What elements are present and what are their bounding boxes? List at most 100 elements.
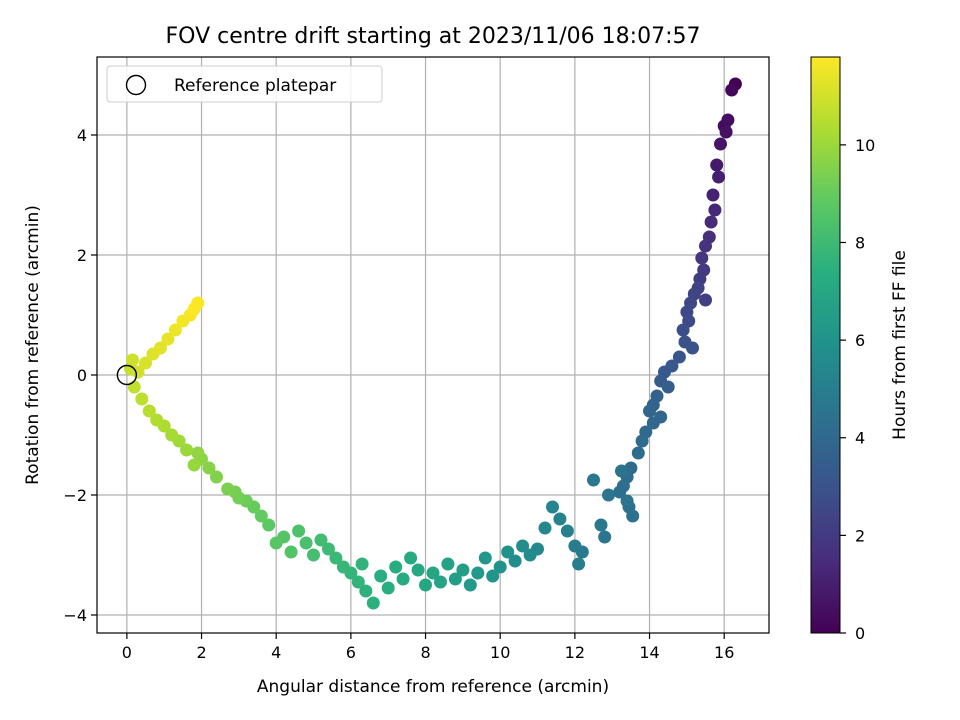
legend-box xyxy=(106,65,383,103)
x-axis-label: Angular distance from reference (arcmin) xyxy=(257,677,609,697)
scatter-point xyxy=(191,296,205,310)
scatter-point xyxy=(180,443,194,457)
scatter-point xyxy=(695,251,709,265)
y-axis-ticks: −4 −2 0 2 4 xyxy=(63,126,97,625)
scatter-point xyxy=(426,566,440,580)
scatter-point xyxy=(221,482,235,496)
scatter-point xyxy=(615,464,628,478)
scatter-point xyxy=(165,428,179,442)
colorbar-tick-label: 8 xyxy=(855,233,865,252)
scatter-point xyxy=(150,413,164,427)
scatter-point xyxy=(329,551,343,565)
x-tick-label: 6 xyxy=(346,643,356,662)
scatter-point xyxy=(486,569,500,583)
scatter-point xyxy=(168,323,182,337)
x-tick-label: 2 xyxy=(196,643,206,662)
scatter-point xyxy=(411,563,425,577)
scatter-point xyxy=(613,485,627,499)
scatter-point xyxy=(448,572,462,586)
scatter-point xyxy=(336,560,350,574)
plot-frame xyxy=(96,56,770,634)
x-tick-label: 14 xyxy=(639,643,659,662)
grid-lines xyxy=(97,57,769,633)
scatter-point xyxy=(523,548,537,562)
scatter-point xyxy=(635,434,649,448)
scatter-point xyxy=(355,557,369,571)
scatter-point xyxy=(686,341,699,355)
colorbar-ticks: 0 2 4 6 8 10 xyxy=(840,136,875,643)
scatter-point xyxy=(598,530,612,544)
colorbar-label: Hours from first FF file xyxy=(890,250,910,440)
reference-point-marker xyxy=(116,364,138,386)
x-tick-label: 0 xyxy=(122,643,132,662)
legend-marker xyxy=(125,74,147,96)
scatter-point xyxy=(139,356,152,370)
x-tick-label: 16 xyxy=(714,643,734,662)
scatter-point xyxy=(501,545,515,559)
scatter-point xyxy=(210,470,223,484)
scatter-point xyxy=(553,512,567,526)
scatter-point xyxy=(126,353,139,367)
scatter-point xyxy=(602,488,615,502)
scatter-point xyxy=(404,551,418,565)
scatter-point xyxy=(560,524,574,538)
scatter-point xyxy=(456,563,470,577)
x-axis-ticks: 0 2 4 6 8 10 12 14 16 xyxy=(122,633,734,662)
scatter-point xyxy=(441,557,455,571)
colorbar xyxy=(810,56,841,634)
scatter-point xyxy=(516,539,530,553)
scatter-point xyxy=(269,536,283,550)
legend: Reference platepar xyxy=(106,65,383,103)
scatter-point xyxy=(546,500,559,514)
scatter-point xyxy=(419,578,432,592)
scatter-point xyxy=(714,137,727,151)
legend-label: Reference platepar xyxy=(174,76,336,96)
scatter-point xyxy=(154,341,167,355)
x-tick-label: 8 xyxy=(420,643,430,662)
scatter-point xyxy=(493,560,507,574)
colorbar-tick-label: 10 xyxy=(855,136,875,155)
scatter-point xyxy=(284,545,298,559)
y-tick-label: 2 xyxy=(77,246,87,265)
colorbar-tick-label: 4 xyxy=(855,429,865,448)
scatter-point xyxy=(620,494,634,508)
scatter-point xyxy=(202,461,216,475)
scatter-point xyxy=(568,539,582,553)
scatter-point xyxy=(478,551,492,565)
scatter-point xyxy=(676,323,690,337)
scatter-point xyxy=(359,584,373,598)
scatter-point xyxy=(434,575,447,589)
x-tick-label: 12 xyxy=(565,643,585,662)
scatter-point xyxy=(587,473,600,487)
colorbar-tick-label: 2 xyxy=(855,526,865,545)
colorbar-tick-label: 0 xyxy=(855,624,865,643)
y-tick-label: −2 xyxy=(63,486,87,505)
scatter-point xyxy=(463,578,477,592)
scatter-points xyxy=(124,77,742,610)
scatter-point xyxy=(706,188,720,202)
scatter-point xyxy=(646,416,660,430)
y-tick-label: 0 xyxy=(77,366,87,385)
scatter-point xyxy=(262,518,276,532)
scatter-point xyxy=(191,446,205,460)
colorbar-tick-label: 6 xyxy=(855,331,865,350)
scatter-point xyxy=(254,509,268,523)
y-axis-label: Rotation from reference (arcmin) xyxy=(23,205,43,485)
scatter-point xyxy=(672,350,686,364)
scatter-point xyxy=(396,572,410,586)
scatter-point xyxy=(307,548,320,562)
y-tick-label: −4 xyxy=(63,606,87,625)
scatter-point xyxy=(187,458,201,472)
scatter-point xyxy=(643,404,656,418)
scatter-point xyxy=(699,239,712,253)
x-tick-label: 4 xyxy=(271,643,281,662)
scatter-point xyxy=(351,575,365,589)
scatter-point xyxy=(661,380,675,394)
scatter-point xyxy=(725,83,739,97)
scatter-point xyxy=(161,332,175,346)
scatter-point xyxy=(712,170,726,184)
scatter-point xyxy=(708,203,722,217)
scatter-point xyxy=(127,380,141,394)
scatter-point xyxy=(626,509,640,523)
